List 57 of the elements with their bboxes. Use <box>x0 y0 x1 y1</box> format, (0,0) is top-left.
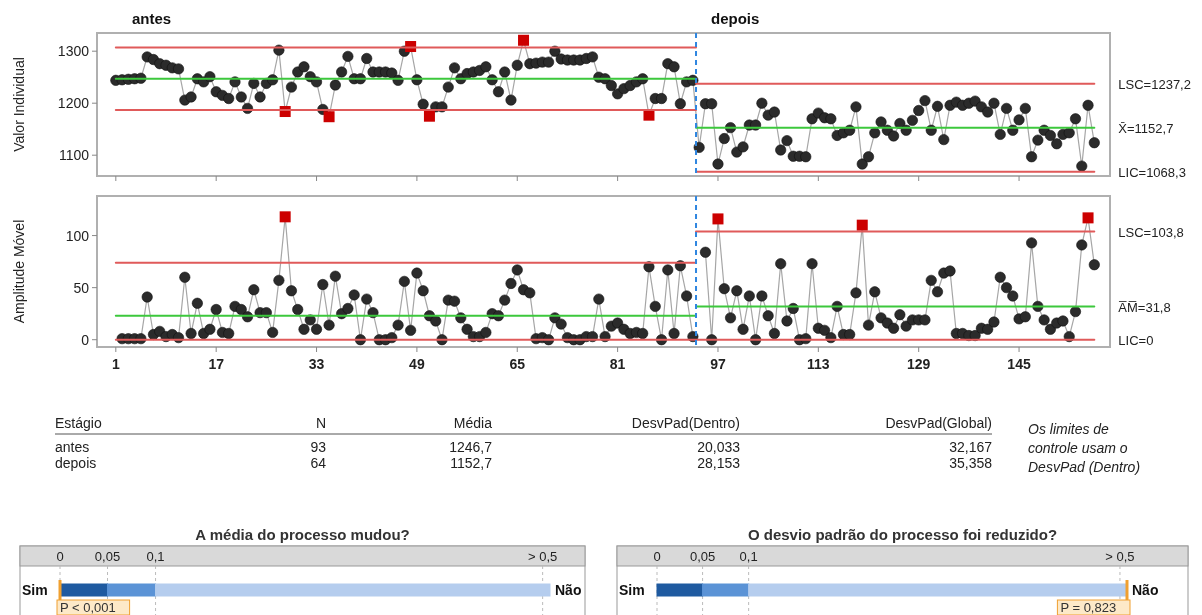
text: 0,05 <box>94 549 121 564</box>
y-axis-title: Amplitude Móvel <box>11 219 27 324</box>
y-tick-label: 100 <box>65 227 90 244</box>
text: P = 0,823 <box>1060 600 1117 615</box>
series-label: LSC=103,8 <box>1118 224 1184 240</box>
text: Sim <box>619 582 645 598</box>
y-tick-label: 1200 <box>57 95 90 112</box>
x-tick-label: 129 <box>907 356 931 372</box>
text: > 0,5 <box>1105 549 1135 564</box>
y-tick-label: 0 <box>81 331 90 348</box>
y-tick-label: 1300 <box>57 43 90 60</box>
x-tick-label: 81 <box>609 356 626 372</box>
text: 1152,7 <box>450 455 492 471</box>
text: > 0,5 <box>528 549 558 564</box>
category-label: DesvPad(Global) <box>885 415 992 431</box>
text: Não <box>1132 582 1159 598</box>
text: Não <box>555 582 582 598</box>
category-label: antes <box>55 439 90 455</box>
text: 1246,7 <box>449 439 492 455</box>
text: 35,358 <box>949 455 992 471</box>
series-label: A̅M̅=31,8 <box>1118 299 1171 315</box>
x-tick-label: 1 <box>111 356 120 372</box>
x-tick-label: 113 <box>807 356 830 372</box>
category-label: depois <box>55 455 97 471</box>
series-label: LIC=0 <box>1118 332 1154 348</box>
text: 20,033 <box>697 439 740 455</box>
text: Sim <box>22 582 48 598</box>
category-label: N <box>315 415 326 431</box>
text: 32,167 <box>949 439 992 455</box>
category-label: Estágio <box>55 415 102 431</box>
text: antes <box>132 10 172 27</box>
text: 28,153 <box>697 455 740 471</box>
category-label: Média <box>453 415 493 431</box>
y-tick-label: 1100 <box>58 147 90 164</box>
text: 64 <box>310 455 326 471</box>
x-tick-label: 65 <box>509 356 526 372</box>
x-tick-label: 97 <box>710 356 726 372</box>
series-label: LSC=1237,2 <box>1118 76 1191 92</box>
text: P < 0,001 <box>60 600 116 615</box>
x-tick-label: 49 <box>409 356 425 372</box>
y-axis-title: Valor Individual <box>11 57 27 152</box>
text: 0 <box>653 549 661 564</box>
text: 0,1 <box>146 549 165 564</box>
y-tick-label: 50 <box>73 279 90 296</box>
x-tick-label: 33 <box>308 356 325 372</box>
x-tick-label: 17 <box>208 356 225 372</box>
series-label: X̄=1152,7 <box>1118 120 1174 136</box>
category-label: DesvPad(Dentro) <box>631 415 740 431</box>
text: Os limites de controle usam o DesvPad (Dentro) <box>1028 421 1141 475</box>
text: O desvio padrão do processo foi reduzido? <box>747 526 1058 543</box>
text: A média do processo mudou? <box>195 526 410 543</box>
x-tick-label: 145 <box>1007 356 1031 372</box>
text: 93 <box>310 439 326 455</box>
text: 0,1 <box>739 549 758 564</box>
series-label: LIC=1068,3 <box>1118 164 1186 180</box>
text: depois <box>711 10 760 27</box>
text: 0,05 <box>689 549 716 564</box>
